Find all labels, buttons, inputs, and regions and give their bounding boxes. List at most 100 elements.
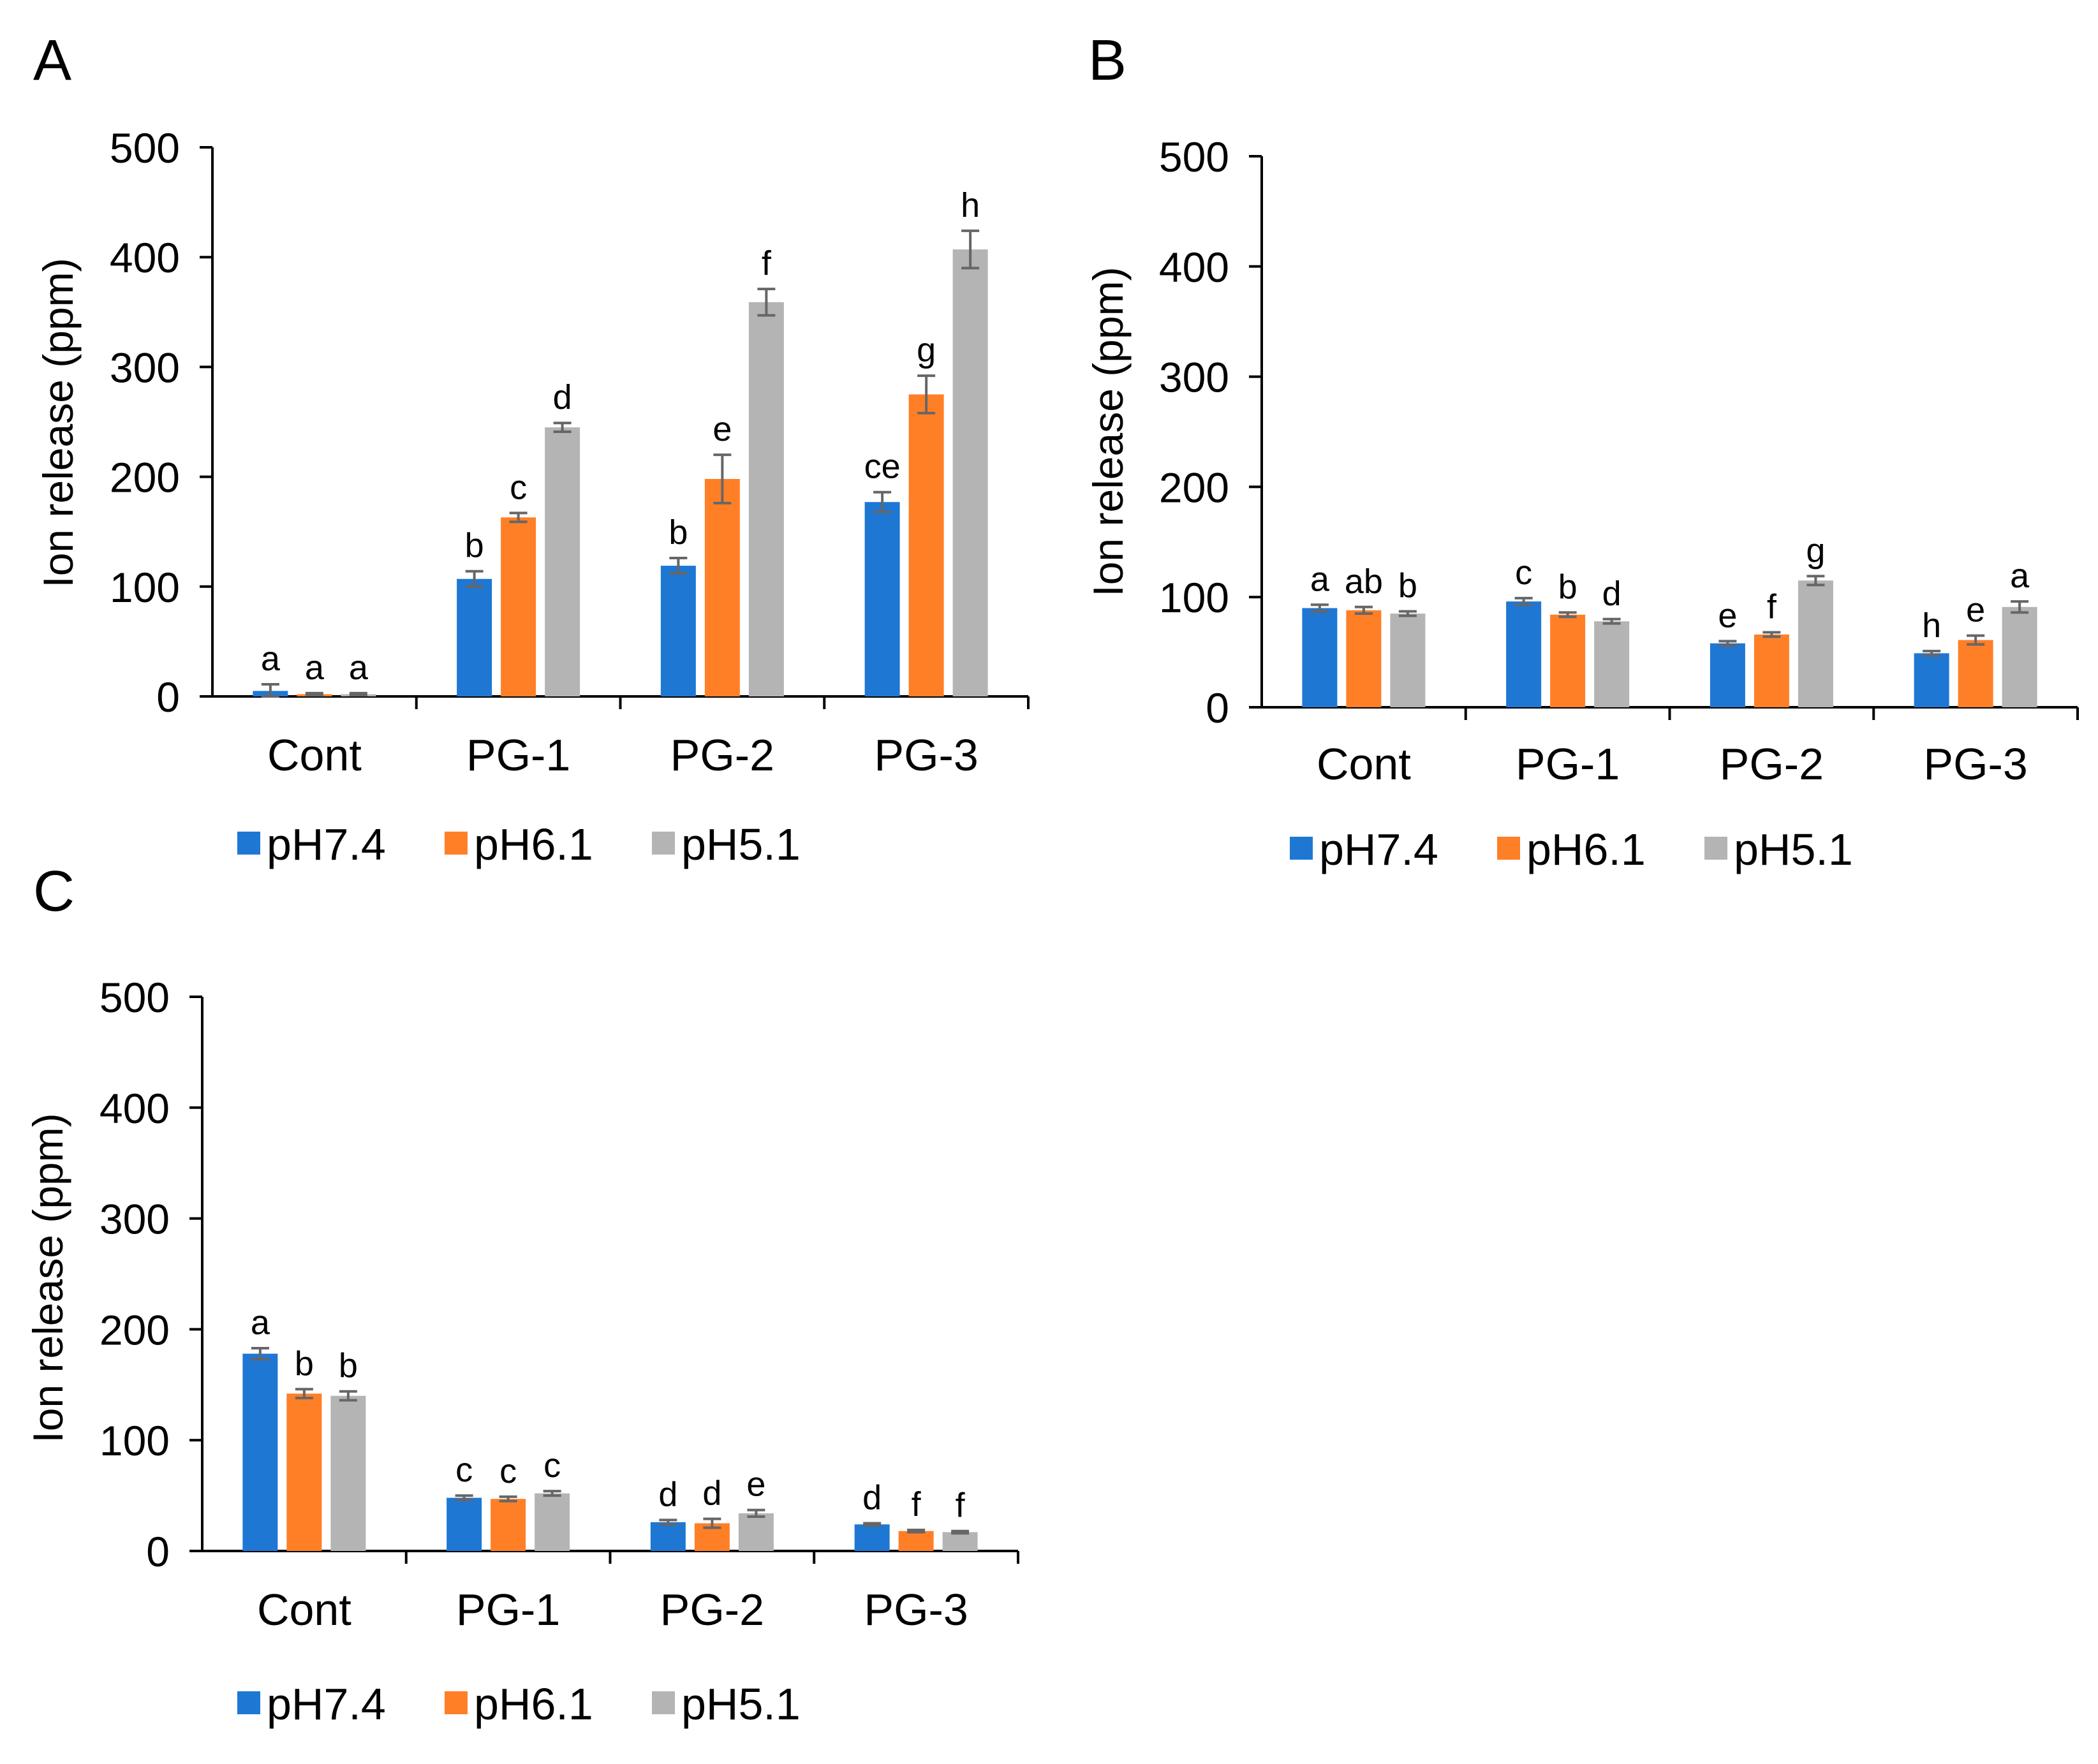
y-tick-label: 100 bbox=[100, 1417, 170, 1464]
bar-ph74-pg-3 bbox=[854, 1524, 890, 1551]
bar-ph51-pg-1 bbox=[1594, 621, 1630, 707]
x-category-label: PG-2 bbox=[660, 1585, 764, 1635]
legend-label-ph61: pH6.1 bbox=[474, 1679, 593, 1729]
significance-label: f bbox=[956, 1487, 966, 1525]
bar-ph61-pg-1 bbox=[1550, 614, 1586, 707]
significance-label: e bbox=[713, 410, 732, 448]
bar-ph51-pg-1 bbox=[535, 1493, 570, 1551]
legend-label-ph51: pH5.1 bbox=[1734, 825, 1853, 874]
bar-ph51-cont bbox=[330, 1395, 366, 1551]
legend-swatch-ph61 bbox=[445, 832, 468, 855]
bar-ph61-cont bbox=[286, 1393, 322, 1551]
bar-ph61-pg-1 bbox=[491, 1499, 526, 1551]
legend-swatch-ph61 bbox=[445, 1691, 468, 1714]
significance-label: a bbox=[2010, 557, 2030, 595]
y-tick-label: 500 bbox=[100, 974, 170, 1021]
significance-label: ce bbox=[864, 448, 901, 486]
bar-ph51-pg-1 bbox=[545, 427, 580, 696]
significance-label: b bbox=[1558, 568, 1577, 606]
significance-label: a bbox=[1310, 560, 1330, 598]
significance-label: e bbox=[746, 1466, 765, 1504]
bar-ph74-cont bbox=[242, 1353, 278, 1551]
bar-ph51-pg-3 bbox=[2002, 606, 2037, 707]
bar-ph61-pg-1 bbox=[501, 517, 536, 696]
y-tick-label: 0 bbox=[146, 1528, 170, 1575]
y-tick-label: 500 bbox=[1159, 133, 1229, 180]
significance-label: b bbox=[465, 527, 484, 565]
bar-ph61-pg-3 bbox=[1958, 640, 1993, 707]
legend-swatch-ph51 bbox=[1704, 837, 1727, 860]
significance-label: d bbox=[553, 378, 572, 416]
legend-label-ph74: pH7.4 bbox=[267, 1679, 386, 1729]
y-tick-label: 100 bbox=[1159, 574, 1229, 621]
y-tick-label: 400 bbox=[1159, 244, 1229, 291]
significance-label: f bbox=[762, 244, 772, 283]
bar-ph74-pg-1 bbox=[447, 1497, 482, 1551]
legend-label-ph51: pH5.1 bbox=[681, 820, 801, 869]
y-tick-label: 400 bbox=[100, 1085, 170, 1132]
y-axis-title: Ion release (ppm) bbox=[34, 258, 82, 587]
significance-label: g bbox=[917, 331, 936, 369]
y-tick-label: 300 bbox=[1159, 354, 1229, 401]
bar-ph51-pg-2 bbox=[738, 1513, 774, 1551]
significance-label: f bbox=[912, 1485, 922, 1524]
legend-swatch-ph74 bbox=[237, 832, 260, 855]
significance-label: e bbox=[1966, 591, 1985, 629]
y-tick-label: 200 bbox=[110, 454, 180, 501]
significance-label: e bbox=[1718, 596, 1737, 635]
x-category-label: PG-3 bbox=[874, 730, 978, 780]
x-category-label: PG-3 bbox=[1923, 739, 2027, 789]
significance-label: d bbox=[658, 1475, 677, 1513]
significance-label: a bbox=[349, 649, 369, 687]
significance-label: b bbox=[295, 1344, 314, 1383]
significance-label: d bbox=[702, 1474, 721, 1513]
significance-label: g bbox=[1806, 531, 1825, 570]
legend-swatch-ph61 bbox=[1497, 837, 1520, 860]
y-tick-label: 300 bbox=[100, 1196, 170, 1243]
y-axis-title: Ion release (ppm) bbox=[24, 1113, 71, 1443]
bar-ph61-pg-2 bbox=[704, 479, 740, 696]
significance-label: h bbox=[961, 186, 980, 224]
significance-label: h bbox=[1922, 606, 1941, 645]
panel-label: C bbox=[33, 860, 75, 923]
x-category-label: PG-2 bbox=[1720, 739, 1824, 789]
bar-ph74-pg-2 bbox=[650, 1522, 686, 1551]
significance-label: a bbox=[261, 640, 281, 678]
legend-label-ph74: pH7.4 bbox=[1319, 825, 1438, 874]
bar-ph74-pg-2 bbox=[660, 566, 696, 696]
panel-label: B bbox=[1088, 29, 1127, 92]
y-tick-label: 400 bbox=[110, 234, 180, 281]
bar-ph61-pg-3 bbox=[908, 394, 944, 696]
bar-ph51-cont bbox=[1390, 614, 1426, 707]
y-tick-label: 300 bbox=[110, 344, 180, 391]
y-axis-title: Ion release (ppm) bbox=[1084, 267, 1132, 596]
significance-label: b bbox=[669, 513, 688, 552]
legend-label-ph74: pH7.4 bbox=[267, 820, 386, 869]
bar-ph74-cont bbox=[1302, 608, 1338, 707]
x-category-label: PG-1 bbox=[456, 1585, 560, 1635]
bar-ph74-pg-2 bbox=[1710, 643, 1745, 707]
x-category-label: PG-1 bbox=[466, 730, 570, 780]
y-tick-label: 200 bbox=[100, 1306, 170, 1353]
x-category-label: Cont bbox=[1317, 739, 1411, 789]
legend-label-ph51: pH5.1 bbox=[681, 1679, 801, 1729]
legend-label-ph61: pH6.1 bbox=[1526, 825, 1646, 874]
y-tick-label: 0 bbox=[156, 673, 180, 721]
bar-ph51-pg-2 bbox=[748, 302, 784, 696]
bar-ph74-pg-3 bbox=[864, 502, 900, 696]
bar-ph51-pg-3 bbox=[952, 249, 988, 696]
x-category-label: Cont bbox=[267, 730, 362, 780]
significance-label: d bbox=[862, 1479, 882, 1517]
y-tick-label: 100 bbox=[110, 564, 180, 611]
significance-label: d bbox=[1602, 575, 1622, 613]
legend-swatch-ph51 bbox=[652, 1691, 675, 1714]
bar-ph74-pg-3 bbox=[1914, 653, 1949, 707]
significance-label: f bbox=[1767, 587, 1777, 626]
legend-label-ph61: pH6.1 bbox=[474, 820, 593, 869]
legend-swatch-ph74 bbox=[1290, 837, 1313, 860]
bar-ph51-pg-3 bbox=[942, 1532, 978, 1551]
